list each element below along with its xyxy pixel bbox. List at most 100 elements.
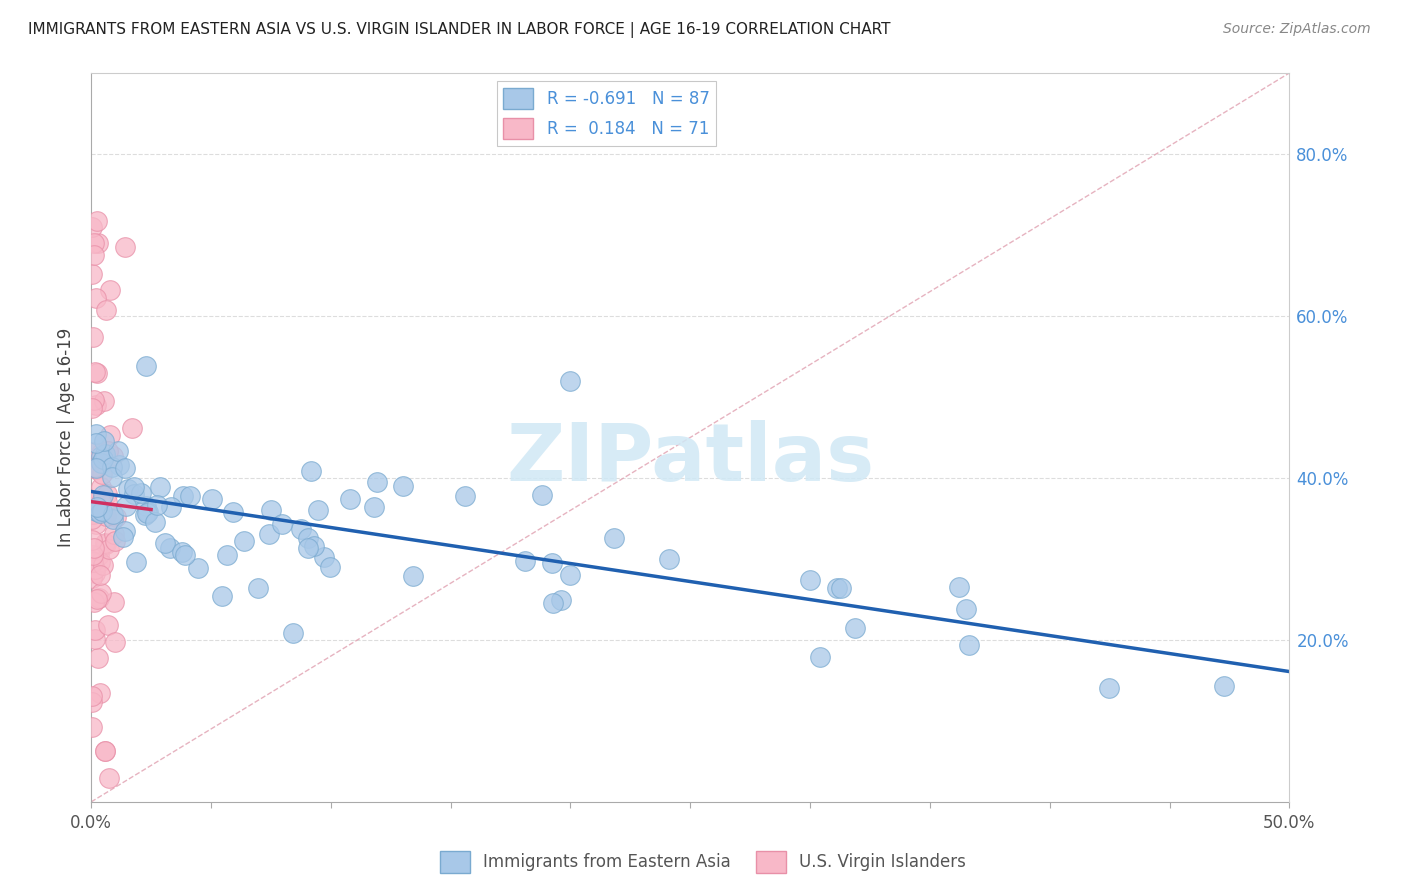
Point [143, 515, 166, 529]
Point [82, 689, 104, 703]
Point [558, 568, 581, 582]
Point [314, 550, 336, 565]
Point [101, 470, 124, 484]
Point [172, 545, 194, 559]
Point [550, 592, 572, 607]
Point [1098, 681, 1121, 696]
Point [89, 568, 111, 582]
Point [93, 393, 115, 408]
Point [104, 634, 127, 648]
Point [94, 508, 117, 523]
Point [96, 487, 118, 501]
Point [153, 536, 176, 550]
Text: ZIPatlas: ZIPatlas [506, 420, 875, 499]
Point [247, 581, 270, 595]
Point [83, 248, 105, 262]
Point [87, 591, 110, 605]
Point [104, 510, 127, 524]
Point [87, 235, 110, 250]
Legend: R = -0.691   N = 87, R =  0.184   N = 71: R = -0.691 N = 87, R = 0.184 N = 71 [496, 81, 716, 145]
Point [799, 573, 821, 587]
Point [83, 365, 105, 379]
Point [84, 504, 107, 518]
Point [87, 549, 110, 563]
Point [844, 621, 866, 635]
Point [117, 483, 139, 497]
Point [82, 570, 104, 584]
Y-axis label: In Labor Force | Age 16-19: In Labor Force | Age 16-19 [58, 328, 75, 547]
Point [90, 495, 112, 509]
Point [135, 499, 157, 513]
Point [1212, 679, 1234, 693]
Point [84, 398, 107, 412]
Point [90, 467, 112, 481]
Point [101, 512, 124, 526]
Point [125, 555, 148, 569]
Point [84, 427, 107, 442]
Point [89, 506, 111, 520]
Point [825, 582, 848, 596]
Point [89, 555, 111, 569]
Point [89, 686, 111, 700]
Point [957, 638, 980, 652]
Point [146, 498, 169, 512]
Point [84, 462, 107, 476]
Point [122, 480, 145, 494]
Point [402, 568, 425, 582]
Point [96, 495, 118, 509]
Point [82, 444, 104, 458]
Point [94, 743, 117, 757]
Point [136, 506, 159, 520]
Point [233, 534, 256, 549]
Point [91, 452, 114, 467]
Point [93, 434, 115, 448]
Point [82, 508, 104, 522]
Point [84, 460, 107, 475]
Point [560, 374, 582, 388]
Point [83, 392, 105, 407]
Point [101, 507, 124, 521]
Point [84, 632, 107, 647]
Point [366, 475, 388, 489]
Point [513, 554, 536, 568]
Point [82, 549, 104, 563]
Point [82, 533, 104, 547]
Point [541, 596, 564, 610]
Point [260, 503, 283, 517]
Point [90, 586, 112, 600]
Point [136, 504, 159, 518]
Point [363, 500, 385, 514]
Point [159, 541, 181, 556]
Point [94, 537, 117, 551]
Text: IMMIGRANTS FROM EASTERN ASIA VS U.S. VIRGIN ISLANDER IN LABOR FORCE | AGE 16-19 : IMMIGRANTS FROM EASTERN ASIA VS U.S. VIR… [28, 22, 890, 38]
Point [104, 533, 127, 548]
Point [259, 526, 281, 541]
Point [94, 447, 117, 461]
Point [201, 492, 224, 507]
Point [211, 590, 233, 604]
Text: Source: ZipAtlas.com: Source: ZipAtlas.com [1223, 22, 1371, 37]
Point [82, 512, 104, 526]
Point [297, 532, 319, 546]
Point [82, 554, 104, 568]
Point [82, 267, 104, 281]
Point [86, 500, 108, 514]
Point [100, 460, 122, 475]
Point [84, 623, 107, 637]
Point [90, 446, 112, 460]
Point [297, 541, 319, 555]
Point [299, 465, 322, 479]
Point [222, 505, 245, 519]
Point [82, 329, 104, 343]
Point [82, 720, 104, 734]
Point [86, 214, 108, 228]
Point [82, 220, 104, 235]
Point [114, 461, 136, 475]
Legend: Immigrants from Eastern Asia, U.S. Virgin Islanders: Immigrants from Eastern Asia, U.S. Virgi… [433, 845, 973, 880]
Point [149, 479, 172, 493]
Point [83, 541, 105, 555]
Point [83, 494, 105, 508]
Point [134, 508, 156, 522]
Point [97, 617, 120, 632]
Point [103, 527, 125, 541]
